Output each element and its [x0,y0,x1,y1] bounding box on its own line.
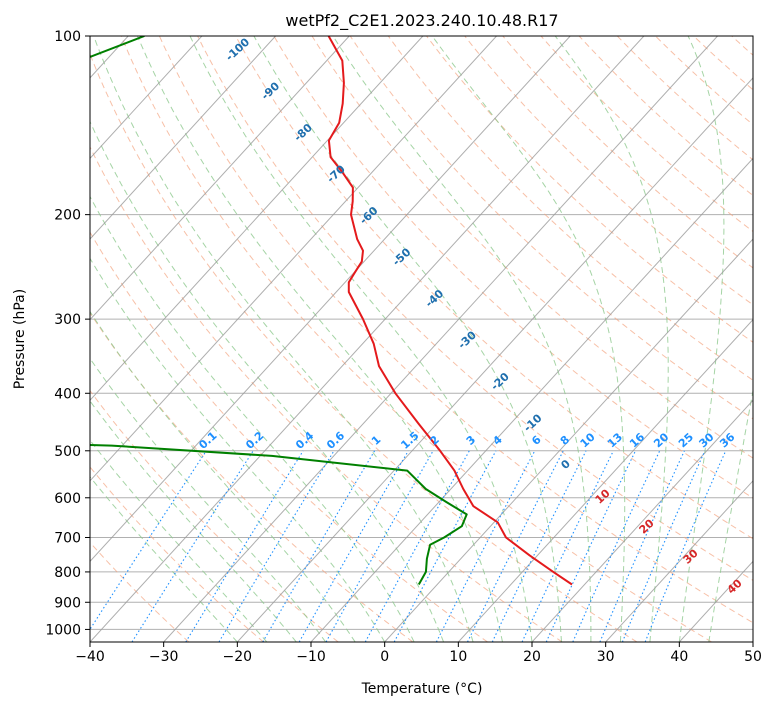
y-tick-label: 700 [54,531,81,547]
mixing-ratio-line [185,450,304,642]
y-tick-label: 1000 [45,622,81,638]
moist-adiabat [90,310,356,642]
mixing-ratio-line [131,450,254,642]
mixing-ratio-line [491,450,587,642]
x-axis-label: Temperature (°C) [361,681,483,697]
mixing-ratio-line [521,450,614,642]
dry-adiabat [90,389,339,642]
mixing-ratio-line [325,450,434,642]
moist-adiabat [90,195,415,642]
dry-adiabat [273,36,753,499]
isotherm-line [90,36,497,482]
dewpoint-profile-line [90,36,468,585]
x-tick-label: −30 [149,649,179,665]
y-tick-label: 600 [54,491,81,507]
moist-adiabat [137,36,503,642]
y-tick-label: 500 [54,444,81,460]
x-tick-label: −20 [223,649,253,665]
moist-adiabat [554,36,669,642]
x-tick-label: 20 [523,649,541,665]
isotherm-line [605,480,753,642]
mixing-ratio-line [393,450,497,642]
dry-adiabat [90,145,563,642]
dry-adiabat [770,36,775,642]
dry-adiabat [540,36,753,233]
moist-adiabat [90,400,297,642]
temperature-profile-line [327,36,573,586]
isotherm-line [384,238,753,642]
isotherm-line [163,36,718,642]
isotherm-line [531,399,753,642]
plot-background [90,36,753,642]
dry-adiabat [120,36,712,642]
mixing-ratio-line [218,450,335,642]
moist-adiabat [90,120,445,642]
y-tick-label: 200 [54,208,81,224]
moist-adiabat [90,357,327,642]
mixing-ratio-line [621,450,706,642]
moist-adiabat [678,36,725,642]
x-tick-label: 40 [670,649,688,665]
x-tick-label: 0 [380,649,389,665]
moist-adiabat [93,36,474,642]
x-tick-label: 10 [449,649,467,665]
dry-adiabat [158,36,753,624]
dry-adiabat [349,36,753,420]
plot-frame [89,35,754,643]
isotherm-line [90,36,350,321]
dry-adiabat [90,52,638,642]
mixing-ratio-line [364,450,470,642]
moist-adiabat [90,257,386,642]
mixing-ratio-line [644,450,727,642]
isotherm-line [90,36,276,240]
y-tick-label: 400 [54,386,81,402]
mixing-ratio-line [262,450,376,642]
dry-adiabat [426,36,753,343]
mixing-ratio-line [298,450,409,642]
x-tick-label: −40 [75,649,105,665]
mixing-ratio-line [545,450,636,642]
background-lines [90,36,775,642]
isotherm-line [236,77,753,642]
moist-adiabat [90,476,238,642]
moist-adiabat [708,387,753,642]
y-axis-label: Pressure (hPa) [12,289,28,389]
x-tick-label: 30 [597,649,615,665]
isotherm-line [457,318,753,642]
isotherm-line [752,641,753,642]
axes: −40 −30 −20 −10 0 10 20 30 40 50 100 200 300 400 500 60… [45,29,762,665]
y-tick-label: 300 [54,312,81,328]
mixing-ratio-line [572,450,661,642]
isotherm-line [90,36,203,160]
dry-adiabat [387,36,753,381]
mixing-ratio-line [599,450,685,642]
chart-title: wetPf2_C2E1.2023.240.10.48.R17 [285,11,558,31]
y-tick-label: 800 [54,565,81,581]
y-tick-label: 100 [54,29,81,45]
x-tick-label: −10 [296,649,326,665]
y-tick-label: 900 [54,595,81,611]
isotherm-line [310,157,753,642]
dry-adiabat [502,36,753,269]
x-tick-label: 50 [744,649,762,665]
dry-adiabat [235,36,753,540]
isotherm-line [90,36,645,642]
isotherm-line [90,36,571,563]
data-lines [90,36,573,586]
